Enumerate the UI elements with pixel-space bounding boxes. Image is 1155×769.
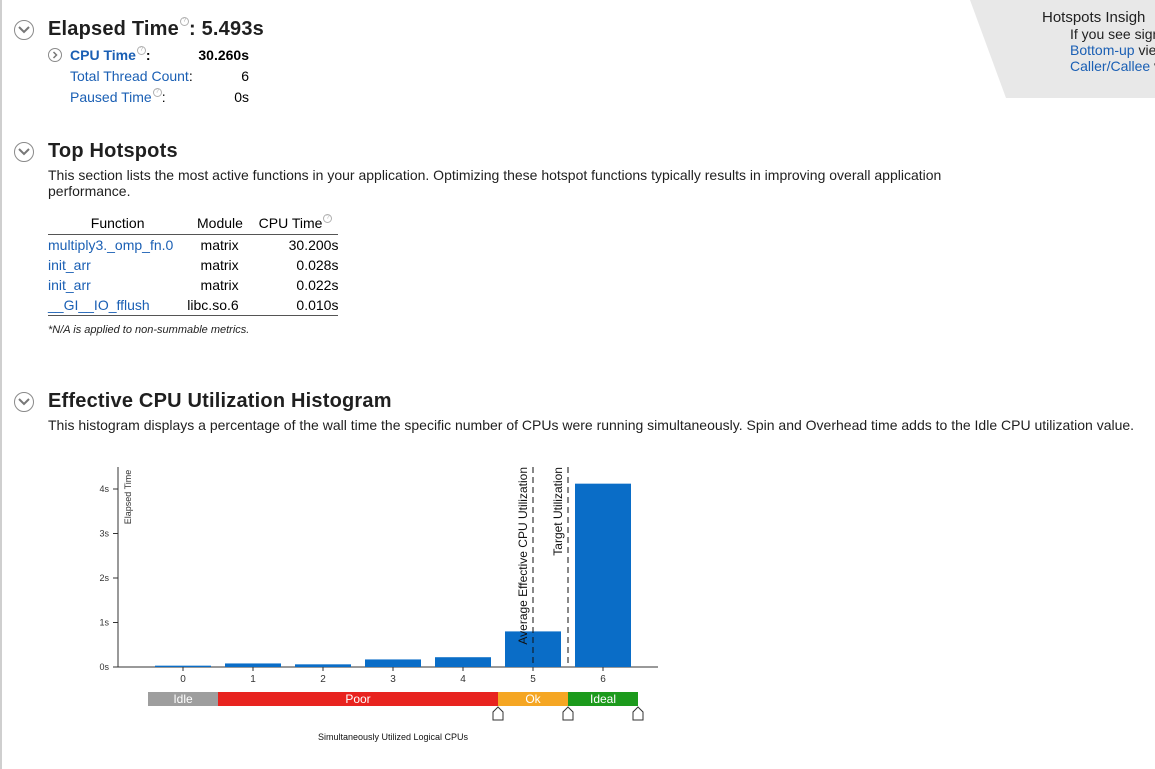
thread-count-colon: : bbox=[188, 68, 193, 84]
top-hotspots-description: This section lists the most active funct… bbox=[48, 167, 942, 199]
x-tick-label: 0 bbox=[180, 674, 186, 685]
utilization-marker-label: Target Utilization bbox=[551, 467, 565, 556]
y-tick-label: 0s bbox=[99, 662, 109, 672]
thread-count-value: 6 bbox=[241, 68, 249, 84]
zone-label: Poor bbox=[345, 692, 370, 706]
insights-title: Hotspots Insigh bbox=[1042, 9, 1146, 26]
module-cell: libc.so.6 bbox=[187, 295, 253, 316]
histogram-bar bbox=[155, 665, 211, 667]
insights-line-3-text: v bbox=[1150, 58, 1155, 74]
help-icon[interactable]: ? bbox=[136, 46, 146, 55]
function-link[interactable]: __GI__IO_fflush bbox=[48, 297, 150, 313]
insights-line-1: If you see sign bbox=[1070, 26, 1155, 42]
top-hotspots-heading: Top Hotspots bbox=[48, 140, 178, 162]
x-tick-label: 2 bbox=[320, 674, 326, 685]
help-icon[interactable]: ? bbox=[323, 214, 333, 223]
function-link[interactable]: init_arr bbox=[48, 257, 91, 273]
expand-cpu-time-button[interactable] bbox=[48, 48, 62, 62]
elapsed-time-value: : 5.493s bbox=[188, 18, 264, 40]
table-row: init_arr matrix 0.028s bbox=[48, 255, 338, 275]
thread-count-link[interactable]: Total Thread Count bbox=[70, 68, 189, 84]
column-header-function[interactable]: Function bbox=[48, 213, 188, 235]
zone-band bbox=[148, 692, 218, 706]
elapsed-time-label: Elapsed Time bbox=[48, 18, 179, 40]
insights-line-3: Caller/Callee v bbox=[1070, 58, 1155, 74]
histogram-description: This histogram displays a percentage of … bbox=[48, 417, 1135, 433]
zone-threshold-handle bbox=[562, 706, 574, 721]
x-tick-label: 6 bbox=[600, 674, 606, 685]
chevron-down-icon bbox=[18, 398, 30, 406]
zone-label: Ok bbox=[525, 692, 541, 706]
collapse-histogram-button[interactable] bbox=[14, 392, 34, 412]
zone-label: Ideal bbox=[590, 692, 616, 706]
help-icon[interactable]: ? bbox=[179, 17, 189, 26]
zone-label: Idle bbox=[173, 692, 193, 706]
insights-panel bbox=[970, 0, 1155, 98]
elapsed-time-heading: Elapsed Time?: 5.493s bbox=[48, 17, 264, 41]
zone-threshold-handle bbox=[632, 706, 644, 721]
table-row: multiply3._omp_fn.0 matrix 30.200s bbox=[48, 235, 338, 256]
cpu-time-cell: 0.028s bbox=[296, 257, 339, 273]
zone-band bbox=[498, 692, 568, 706]
collapse-summary-button[interactable] bbox=[14, 20, 34, 40]
thread-count-row: Total Thread Count: bbox=[70, 68, 193, 84]
cpu-time-link[interactable]: CPU Time bbox=[70, 47, 136, 63]
y-tick-label: 3s bbox=[99, 529, 109, 539]
column-header-module[interactable]: Module bbox=[187, 213, 253, 235]
bottom-up-link[interactable]: Bottom-up bbox=[1070, 42, 1135, 58]
paused-time-link[interactable]: Paused Time bbox=[70, 89, 152, 105]
paused-time-row: Paused Time?: bbox=[70, 88, 166, 105]
paused-time-colon: : bbox=[161, 89, 166, 105]
histogram-bar bbox=[575, 483, 631, 667]
module-cell: matrix bbox=[200, 237, 239, 253]
y-tick-label: 2s bbox=[99, 573, 109, 583]
collapse-top-hotspots-button[interactable] bbox=[14, 142, 34, 162]
table-row: init_arr matrix 0.022s bbox=[48, 275, 338, 295]
function-link[interactable]: init_arr bbox=[48, 277, 91, 293]
cpu-time-cell: 0.010s bbox=[252, 295, 339, 316]
x-tick-label: 3 bbox=[390, 674, 396, 685]
function-link[interactable]: multiply3._omp_fn.0 bbox=[48, 237, 174, 253]
x-tick-label: 5 bbox=[530, 674, 536, 685]
column-module-label: Module bbox=[197, 215, 243, 231]
column-header-cpu-time[interactable]: CPU Time? bbox=[252, 213, 339, 235]
y-axis-label: Elapsed Time bbox=[123, 470, 133, 525]
x-tick-label: 4 bbox=[460, 674, 466, 685]
cpu-time-row: CPU Time?: bbox=[70, 46, 151, 63]
zone-band bbox=[568, 692, 638, 706]
histogram-bar bbox=[365, 659, 421, 667]
help-icon[interactable]: ? bbox=[152, 88, 162, 97]
chevron-right-icon bbox=[52, 51, 58, 59]
column-cpu-time-label: CPU Time bbox=[258, 215, 323, 231]
hotspots-table: Function Module CPU Time? multiply3._omp… bbox=[48, 213, 339, 316]
column-function-label: Function bbox=[90, 215, 145, 231]
chevron-down-icon bbox=[18, 26, 30, 34]
y-tick-label: 1s bbox=[99, 618, 109, 628]
x-axis-label: Simultaneously Utilized Logical CPUs bbox=[318, 732, 469, 742]
y-tick-label: 4s bbox=[99, 484, 109, 494]
chevron-down-icon bbox=[18, 148, 30, 156]
left-border bbox=[0, 0, 2, 769]
utilization-marker-label: Average Effective CPU Utilization bbox=[516, 467, 530, 645]
insights-line-2: Bottom-up vie bbox=[1070, 42, 1155, 58]
table-footnote: *N/A is applied to non-summable metrics. bbox=[48, 324, 250, 336]
insights-line-2-text: vie bbox=[1134, 42, 1155, 58]
paused-time-value: 0s bbox=[234, 89, 249, 105]
cpu-time-colon: : bbox=[145, 47, 151, 63]
cpu-time-cell: 30.200s bbox=[288, 237, 339, 253]
cpu-time-cell: 0.022s bbox=[296, 277, 339, 293]
module-cell: matrix bbox=[200, 277, 239, 293]
histogram-bar bbox=[225, 663, 281, 667]
zone-band bbox=[218, 692, 498, 706]
module-cell: matrix bbox=[200, 257, 239, 273]
x-tick-label: 1 bbox=[250, 674, 256, 685]
caller-callee-link[interactable]: Caller/Callee bbox=[1070, 58, 1151, 74]
histogram-bar bbox=[435, 657, 491, 667]
histogram-bar bbox=[295, 664, 351, 667]
zone-threshold-handle bbox=[492, 706, 504, 721]
table-row: __GI__IO_fflush libc.so.6 0.010s bbox=[48, 295, 339, 316]
cpu-utilization-histogram: 0s 1s 2s 3s 4s Elapsed Time 0 1 2 3 4 5 6 Average Eff… bbox=[99, 467, 658, 742]
cpu-time-value: 30.260s bbox=[198, 47, 249, 63]
histogram-heading: Effective CPU Utilization Histogram bbox=[48, 390, 392, 412]
